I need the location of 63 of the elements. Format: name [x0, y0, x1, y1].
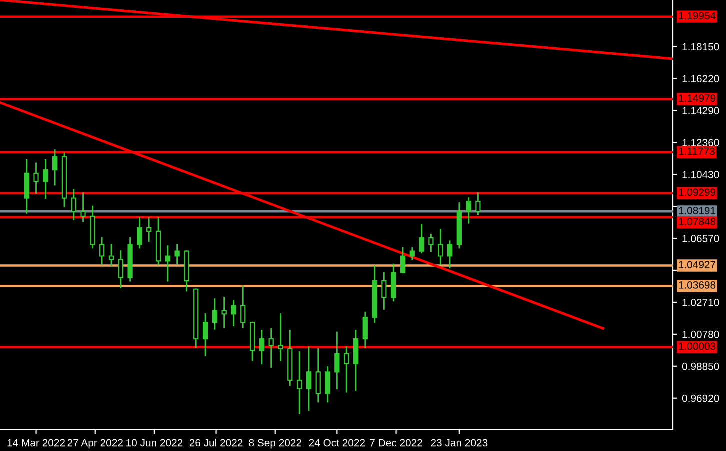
x-tick-label: 23 Jan 2023 [431, 439, 488, 447]
candlestick [34, 162, 39, 194]
candlestick [447, 240, 453, 269]
ref-line-label: 1.19954 [679, 12, 716, 20]
candlestick [362, 312, 368, 348]
candlestick [202, 314, 208, 356]
candlestick [296, 352, 302, 414]
candlestick [212, 298, 218, 330]
x-tick-label: 7 Dec 2022 [370, 439, 422, 447]
x-tick-label: 10 Jun 2022 [126, 439, 183, 447]
y-tick-label: 1.10430 [682, 171, 720, 178]
candlestick [100, 237, 105, 266]
ref-line-label: 1.14979 [679, 94, 716, 102]
candlestick [278, 314, 284, 362]
ref-line-label: 1.11773 [679, 148, 715, 156]
candlestick [174, 244, 180, 266]
y-tick-label: 1.02710 [682, 298, 720, 306]
y-tick-label: 1.06570 [682, 235, 720, 242]
y-tick-label: 1.14290 [682, 107, 720, 115]
candlestick [306, 346, 312, 411]
y-tick-label: 0.96920 [682, 394, 720, 402]
x-tick-label: 24 Oct 2022 [309, 439, 366, 447]
candlestick [344, 346, 350, 393]
candlestick [146, 217, 152, 242]
x-tick-label: 8 Sep 2022 [249, 439, 302, 449]
ref-line-label: 1.08191 [679, 207, 716, 214]
y-tick-label: 1.00780 [682, 330, 720, 338]
candlestick [325, 366, 330, 403]
candlestick [108, 244, 114, 267]
candlestick [410, 247, 415, 260]
candlestick [71, 189, 76, 220]
candlestick [165, 246, 170, 282]
candlestick [118, 250, 124, 288]
x-tick-label: 27 Apr 2022 [68, 439, 123, 449]
candlestick [466, 198, 472, 224]
candlestick [268, 328, 274, 368]
ref-line-label: 1.04927 [679, 261, 716, 269]
x-tick-label: 14 Mar 2022 [8, 439, 65, 447]
candlestick [80, 192, 86, 222]
candlestick [400, 247, 406, 274]
y-tick-label: 0.98850 [682, 362, 720, 370]
candlestick [222, 296, 227, 328]
candlestick [476, 192, 481, 216]
y-tick-label: 1.12360 [682, 139, 720, 146]
candlestick [334, 332, 340, 390]
candlestick [428, 234, 434, 252]
candlestick [231, 300, 236, 327]
candlestick [259, 330, 265, 365]
candlestick [316, 348, 321, 403]
ref-line-label: 1.07848 [679, 218, 716, 226]
ref-line-label: 1.09299 [679, 188, 716, 196]
candlestick [52, 150, 58, 186]
ref-line-label: 1.03698 [679, 282, 716, 289]
y-tick-label: 1.16220 [682, 75, 720, 83]
candlestick [43, 159, 48, 199]
candlestick [382, 272, 387, 310]
candlestick [419, 224, 424, 254]
candlestick [137, 217, 142, 249]
candlestick [240, 285, 246, 328]
y-tick-label: 1.18150 [682, 43, 720, 51]
candlestick [438, 229, 444, 266]
ref-line-label: 1.00003 [679, 342, 716, 350]
x-tick-label: 26 Jul 2022 [190, 439, 243, 447]
